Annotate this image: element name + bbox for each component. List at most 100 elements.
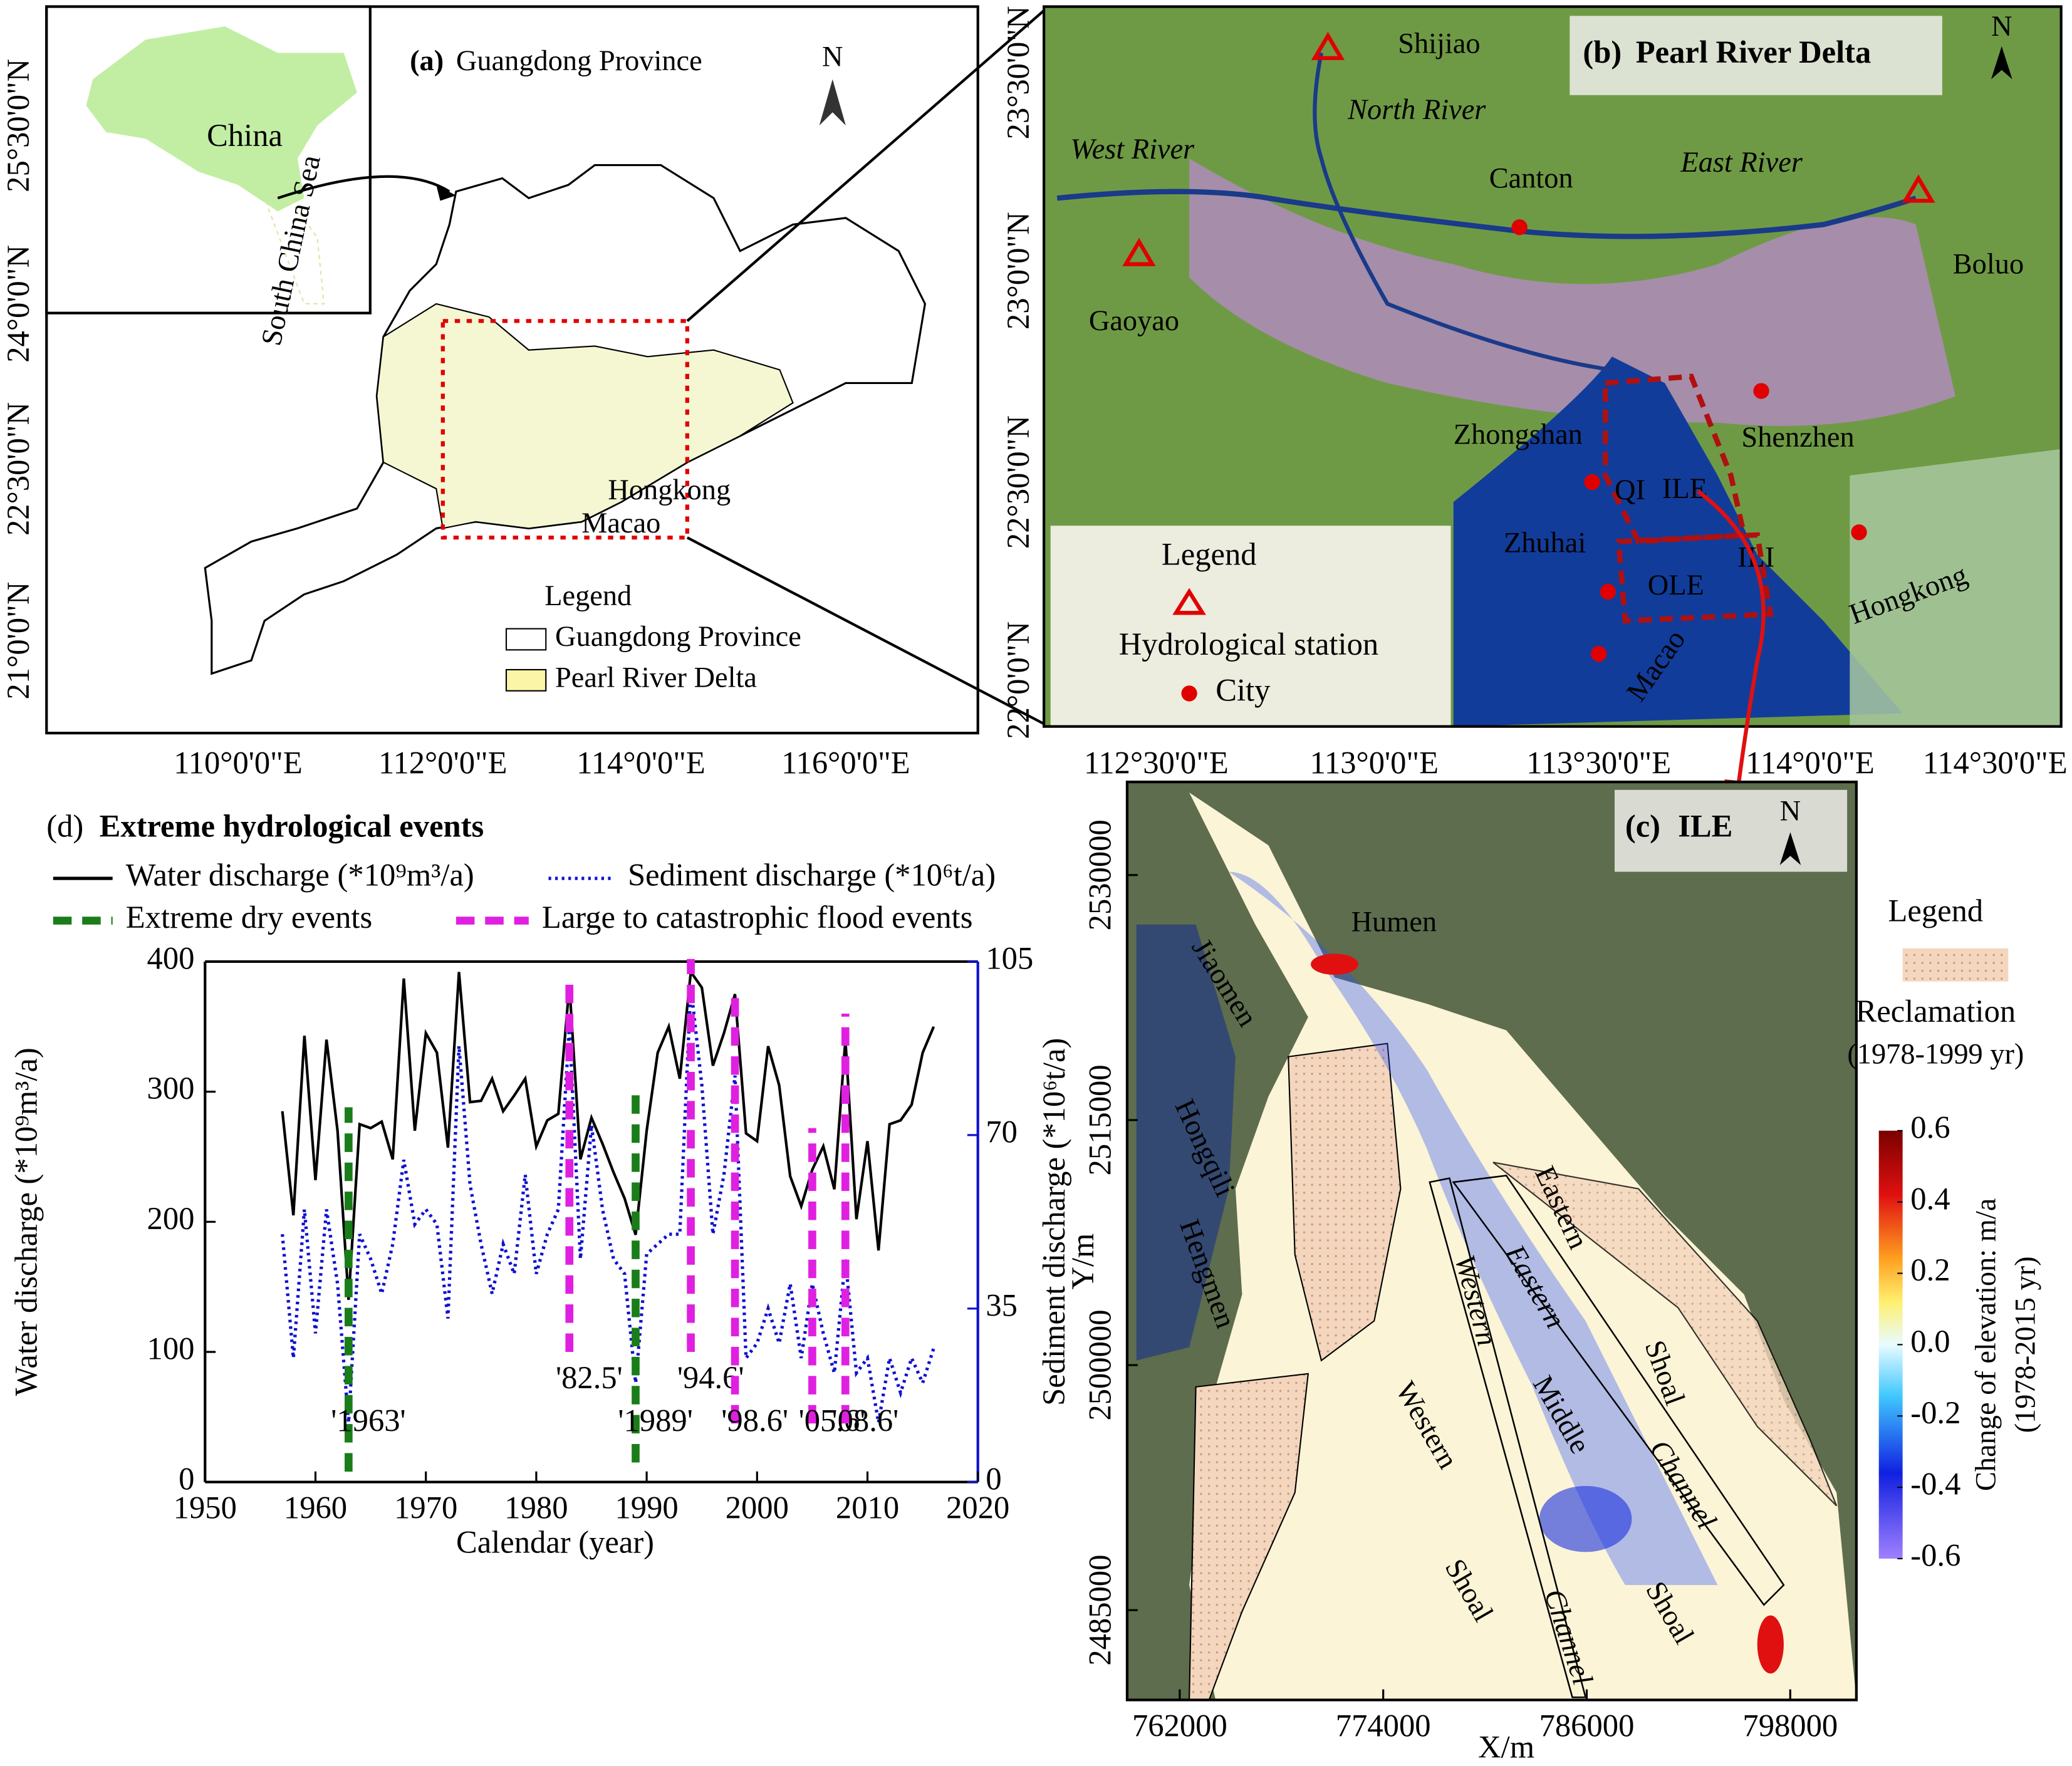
event-label: '1989' xyxy=(618,1403,692,1438)
panel-title: ILE xyxy=(1678,809,1732,844)
place-label: OLE xyxy=(1648,569,1704,601)
erosion-spot xyxy=(1539,1486,1632,1552)
station-marker xyxy=(1122,237,1156,266)
series-line xyxy=(281,986,935,1423)
lat-label: 21°0'0"N xyxy=(1,582,36,700)
legend-swatch xyxy=(505,668,547,692)
y2-tick-label: 35 xyxy=(986,1287,1018,1322)
prd-region xyxy=(376,303,794,529)
place-label: ILE xyxy=(1662,473,1707,505)
legend-label: Hydrological station xyxy=(1119,626,1379,662)
place-label: Boluo xyxy=(1953,249,2024,281)
station-marker xyxy=(1311,31,1345,60)
x-tick-label: 1960 xyxy=(284,1490,347,1525)
y2-tick-label: 0 xyxy=(986,1461,1001,1496)
legend-swatch xyxy=(1902,948,2009,982)
event-label: '05.6' xyxy=(799,1403,866,1438)
city-marker xyxy=(1591,646,1607,662)
colorbar-tick-label: 0.6 xyxy=(1910,1109,1950,1145)
colorbar-tick-label: 0.2 xyxy=(1910,1252,1950,1287)
panel-b: (b) Pearl River Delta N Shijiao North Ri… xyxy=(1043,5,2063,806)
y-tick-label: 2485000 xyxy=(1083,1555,1118,1666)
y2-tick-label: 70 xyxy=(986,1114,1018,1149)
legend-swatch xyxy=(505,628,547,651)
accretion-spot xyxy=(1757,1615,1784,1674)
panel-label: (d) xyxy=(46,809,83,844)
city-marker xyxy=(1600,583,1616,600)
lon-label: 110°0'0"E xyxy=(174,745,303,781)
x-tick-label: 1950 xyxy=(174,1490,237,1525)
event-label: '82.5' xyxy=(556,1360,623,1395)
arrow xyxy=(277,175,450,200)
legend-title: Legend xyxy=(1888,893,1983,928)
china-shape xyxy=(86,26,357,212)
event-label: '98.6' xyxy=(721,1403,788,1438)
x-tick-label: 1980 xyxy=(504,1490,568,1525)
reclamation-area xyxy=(1492,1161,1838,1507)
place-label: QI xyxy=(1615,474,1645,506)
colorbar-tick-label: -0.4 xyxy=(1910,1467,1960,1502)
x-tick-label: 774000 xyxy=(1336,1708,1431,1743)
x-axis-label: X/m xyxy=(1478,1729,1534,1764)
eastern-channel xyxy=(1452,1175,1785,1606)
x-tick-label: 1990 xyxy=(615,1490,679,1525)
place-label: West River xyxy=(1070,133,1195,165)
panel-title: Pearl River Delta xyxy=(1636,34,1872,70)
place-label: Canton xyxy=(1489,162,1573,194)
y-tick-label: 100 xyxy=(147,1331,195,1366)
legend-label: Extreme dry events xyxy=(126,900,372,935)
x-axis-label: Calendar (year) xyxy=(456,1524,654,1559)
legend-label: Sediment discharge (*10⁶t/a) xyxy=(628,858,996,893)
city-marker xyxy=(1851,524,1867,541)
lat-label: 24°0'0"N xyxy=(1,245,36,363)
river-water xyxy=(1136,924,1236,1361)
city-marker xyxy=(1584,474,1600,491)
legend-label: Guangdong Province xyxy=(555,621,801,653)
x-tick-label: 786000 xyxy=(1539,1708,1635,1743)
panel-label: (b) xyxy=(1583,34,1622,70)
lon-label: 116°0'0"E xyxy=(781,745,910,781)
estuary-bed xyxy=(1189,792,1856,1700)
panel-c: (c) ILE N Humen Jiaomen Hongqili Hengmen… xyxy=(1065,781,2042,1764)
lon-label: 112°0'0"E xyxy=(378,745,508,781)
y-axis-label: Y/m xyxy=(1065,1234,1100,1290)
place-label: Hongkong xyxy=(608,474,731,506)
y-tick-label: 2530000 xyxy=(1083,819,1118,930)
y-tick-label: 400 xyxy=(147,941,195,976)
y-tick-label: 300 xyxy=(147,1071,195,1106)
x-tick-label: 2020 xyxy=(946,1490,1009,1525)
urban-area xyxy=(1189,158,1955,426)
legend-title: Legend xyxy=(544,580,632,612)
lon-label: 113°30'0"E xyxy=(1526,745,1671,781)
panel-label: (a) xyxy=(410,45,444,77)
legend-label: Large to catastrophic flood events xyxy=(542,900,972,935)
place-label: Shenzhen xyxy=(1741,422,1854,454)
y-tick-label: 2500000 xyxy=(1083,1310,1118,1421)
north-label: N xyxy=(1991,11,2012,43)
lat-label: 22°30'0"N xyxy=(1,402,36,536)
arrow xyxy=(1696,489,1766,793)
panel-d: (d) Extreme hydrological events Water di… xyxy=(8,809,1071,1560)
colorbar-label: (1978-2015 yr) xyxy=(2010,1256,2042,1433)
y-tick-label: 2515000 xyxy=(1083,1064,1118,1175)
lat-label: 23°0'0"N xyxy=(1001,212,1036,330)
colorbar-tick-label: 0.4 xyxy=(1910,1181,1950,1216)
north-arrow xyxy=(1991,46,2012,80)
title-box xyxy=(1615,789,1848,872)
legend-box xyxy=(1050,526,1451,727)
legend-symbol xyxy=(1181,685,1197,702)
inset-label: China xyxy=(207,118,283,153)
ile-outline xyxy=(1603,373,1747,544)
sea-outline xyxy=(263,190,325,304)
lon-label: 114°30'0"E xyxy=(1923,745,2068,781)
panel-a: N (a) Guangdong Province China South Chi… xyxy=(45,5,979,735)
y-tick-label: 200 xyxy=(147,1201,195,1236)
frame xyxy=(1043,5,2063,728)
city-marker xyxy=(1511,219,1528,236)
lat-label: 22°0'0"N xyxy=(1001,621,1036,739)
place-label: Gaoyao xyxy=(1089,305,1179,337)
city-marker xyxy=(1753,383,1769,399)
place-label: East River xyxy=(1680,147,1803,179)
y-axis-label: Water discharge (*10⁹m³/a) xyxy=(8,1047,43,1396)
